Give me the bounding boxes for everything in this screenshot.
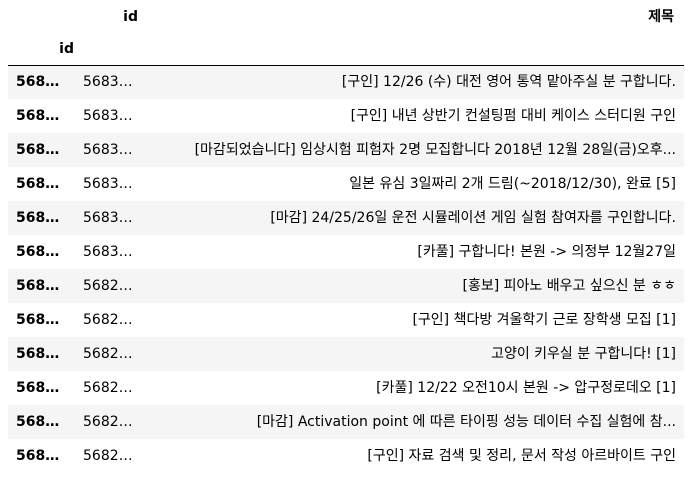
table-header: id 제목 id (8, 0, 684, 66)
cell-id: 568242 (83, 414, 137, 430)
cell-title: [마감되었습니다] 임상시험 피험자 2명 모집합니다 2018년 12월 28… (194, 142, 676, 158)
cell-id: 568291 (83, 278, 137, 294)
header-row-index-name: id (8, 33, 684, 66)
cell-title: [구인] 12/26 (수) 대전 영어 통역 맡아주실 분 구합니다. (341, 74, 676, 91)
table-body: 568394 568394 [구인] 12/26 (수) 대전 영어 통역 맡아… (8, 65, 684, 473)
cell-id: 568238 (83, 448, 137, 464)
cell-title: [마감] Activation point 에 따른 타이핑 성능 데이터 수집… (256, 414, 676, 430)
table-row: 568351 568351 일본 유심 3일짜리 2개 드림(~2018/12/… (8, 167, 684, 201)
row-index: 568261 (16, 312, 75, 328)
index-name-header: id (8, 33, 76, 66)
cell-title: 고양이 키우실 분 구합니다! [1] (491, 346, 676, 362)
row-index: 568346 (16, 210, 75, 226)
table-row: 568291 568291 [홍보] 피아노 배우고 싶으신 분 ㅎㅎ (8, 269, 684, 303)
row-index: 568394 (16, 74, 75, 91)
cell-title: [카풀] 12/22 오전10시 본원 -> 압구정로데오 [1] (376, 380, 676, 396)
cell-id: 568248 (83, 380, 137, 396)
cell-title: 일본 유심 3일짜리 2개 드림(~2018/12/30), 완료 [5] (349, 176, 676, 192)
cell-id: 568257 (83, 346, 137, 362)
table-row: 568315 568315 [카풀] 구합니다! 본원 -> 의정부 12월27… (8, 235, 684, 269)
cell-title: [카풀] 구합니다! 본원 -> 의정부 12월27일 (417, 244, 676, 260)
cell-id: 568394 (83, 74, 137, 91)
header-blank (76, 33, 141, 66)
table-row: 568257 568257 고양이 키우실 분 구합니다! [1] (8, 337, 684, 371)
table-row: 568242 568242 [마감] Activation point 에 따른… (8, 405, 684, 439)
row-index: 568242 (16, 414, 75, 430)
row-index: 568388 (16, 108, 75, 124)
cell-title: [마감] 24/25/26일 운전 시뮬레이션 게임 실험 참여자를 구인합니다… (270, 210, 676, 226)
cell-id: 568315 (83, 244, 137, 260)
cell-id: 568388 (83, 108, 137, 124)
cell-title: [홍보] 피아노 배우고 싶으신 분 ㅎㅎ (462, 278, 677, 294)
header-corner (8, 0, 76, 33)
header-blank (141, 33, 684, 66)
cell-title: [구인] 내년 상반기 컨설팅펌 대비 케이스 스터디원 구인 (350, 108, 676, 124)
cell-id: 568351 (83, 176, 137, 192)
row-index: 568315 (16, 244, 75, 260)
row-index: 568257 (16, 346, 75, 362)
cell-id: 568386 (83, 142, 137, 158)
cell-title: [구인] 책다방 겨울학기 근로 장학생 모집 [1] (412, 312, 676, 328)
row-index: 568386 (16, 142, 75, 158)
column-header-title: 제목 (648, 8, 674, 25)
cell-id: 568346 (83, 210, 137, 226)
table-row: 568248 568248 [카풀] 12/22 오전10시 본원 -> 압구정… (8, 371, 684, 405)
table-row: 568388 568388 [구인] 내년 상반기 컨설팅펌 대비 케이스 스터… (8, 99, 684, 133)
table-row: 568238 568238 [구인] 자료 검색 및 정리, 문서 작성 아르바… (8, 439, 684, 473)
table-row: 568346 568346 [마감] 24/25/26일 운전 시뮬레이션 게임… (8, 201, 684, 235)
row-index: 568248 (16, 380, 75, 396)
dataframe-table: id 제목 id 568394 568394 [구인] 12/26 (수) 대전… (8, 0, 684, 473)
header-row-columns: id 제목 (8, 0, 684, 33)
cell-title: [구인] 자료 검색 및 정리, 문서 작성 아르바이트 구인 (367, 448, 676, 464)
column-header-id: id (123, 8, 138, 25)
row-index: 568238 (16, 448, 75, 464)
table-row: 568394 568394 [구인] 12/26 (수) 대전 영어 통역 맡아… (8, 65, 684, 99)
row-index: 568351 (16, 176, 75, 192)
table-row: 568386 568386 [마감되었습니다] 임상시험 피험자 2명 모집합니… (8, 133, 684, 167)
row-index: 568291 (16, 278, 75, 294)
table-row: 568261 568261 [구인] 책다방 겨울학기 근로 장학생 모집 [1… (8, 303, 684, 337)
cell-id: 568261 (83, 312, 137, 328)
